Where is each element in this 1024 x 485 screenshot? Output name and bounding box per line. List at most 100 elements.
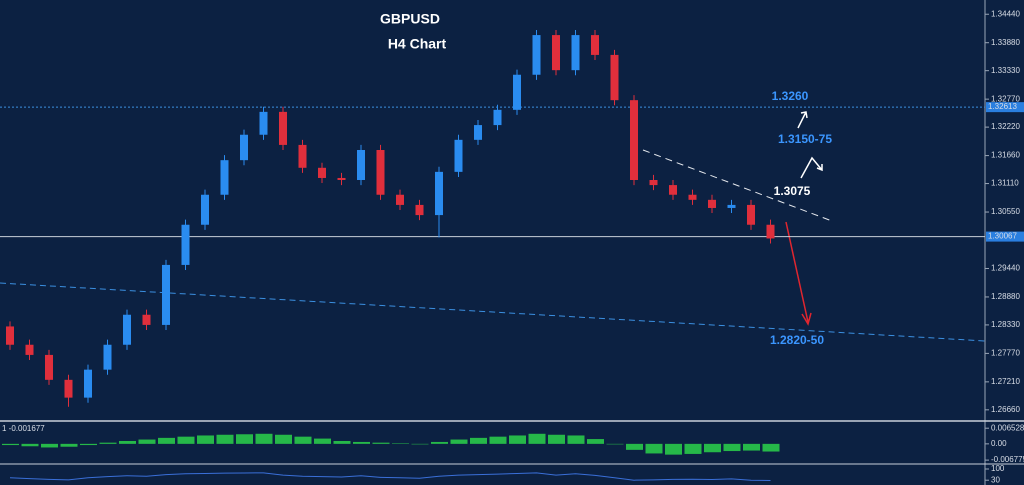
- histogram-bar: [528, 433, 546, 444]
- histogram-bar: [567, 435, 585, 444]
- candle-body: [259, 111, 268, 135]
- y-tick-label: 1.31660: [991, 151, 1020, 160]
- y-tick-label: 100: [991, 464, 1005, 473]
- histogram-bar: [80, 443, 97, 446]
- y-tick-label: 1.32770: [991, 94, 1020, 103]
- histogram-bar: [606, 443, 624, 445]
- y-tick-label: 1.31110: [991, 179, 1019, 188]
- histogram-bar: [21, 443, 39, 447]
- histogram-bar: [489, 436, 507, 444]
- candle-body: [591, 35, 599, 55]
- histogram-bar: [509, 435, 526, 444]
- candle-body: [727, 204, 736, 208]
- y-tick-label: 1.30550: [991, 207, 1020, 216]
- y-tick-label: 30: [991, 475, 1000, 484]
- candle-body: [181, 224, 190, 265]
- chart-subtitle: H4 Chart: [388, 36, 447, 52]
- trend-line: [642, 149, 833, 222]
- y-tick-label: 0.00: [991, 439, 1007, 448]
- candle-body: [357, 150, 365, 180]
- histogram-bar: [353, 441, 370, 444]
- candle-body: [415, 204, 424, 216]
- y-tick-label: 1.27770: [991, 348, 1020, 357]
- histogram-bar: [723, 443, 741, 452]
- candle-body: [688, 194, 697, 200]
- candle-body: [474, 125, 482, 140]
- candle-body: [571, 35, 580, 71]
- histogram-bar: [314, 438, 331, 444]
- histogram-bar: [431, 441, 448, 444]
- arrow: [800, 156, 823, 179]
- candle-body: [201, 194, 209, 225]
- histogram-bar: [704, 443, 721, 453]
- candle-body: [162, 264, 170, 325]
- candle-body: [279, 111, 287, 145]
- candle-body: [532, 35, 541, 75]
- candle-body: [123, 314, 131, 345]
- y-tick-label: 1.28880: [991, 292, 1020, 301]
- y-tick-label: 1.33330: [991, 66, 1020, 75]
- histogram-bar: [743, 443, 760, 451]
- price-tag-label: 1.30067: [988, 232, 1017, 241]
- candle-body: [376, 150, 385, 195]
- y-tick-label: 0.006528: [991, 423, 1024, 432]
- histogram-bar: [684, 443, 702, 454]
- arrow: [785, 221, 812, 326]
- histogram-bar: [255, 433, 273, 444]
- histogram-bar: [762, 443, 780, 452]
- candle-body: [337, 177, 346, 180]
- histogram-bar: [411, 443, 429, 445]
- arrow: [797, 111, 808, 129]
- histogram-bar: [99, 442, 117, 444]
- candle-body: [669, 185, 677, 195]
- histogram-bar: [60, 443, 78, 447]
- candle-body: [766, 224, 775, 239]
- histogram-bar: [645, 443, 663, 454]
- candle-body: [45, 354, 53, 380]
- candle-body: [103, 344, 112, 370]
- price-tag-label: 1.32613: [988, 102, 1017, 111]
- y-tick-label: 1.29440: [991, 264, 1020, 273]
- histogram-bar: [236, 434, 253, 444]
- histogram-bar: [275, 434, 292, 444]
- histogram-bar: [2, 443, 19, 446]
- candle-body: [493, 109, 502, 126]
- indicator-label: 1 -0.001677: [2, 424, 45, 433]
- candle-body: [454, 139, 463, 172]
- candle-body: [552, 35, 560, 71]
- histogram-bar: [333, 440, 351, 444]
- candle-body: [435, 171, 443, 216]
- annotation: 1.3260: [772, 89, 809, 103]
- candle-body: [240, 134, 248, 161]
- candle-body: [25, 344, 34, 355]
- histogram-bar: [548, 434, 565, 444]
- histogram-bar: [294, 436, 312, 444]
- histogram-bar: [626, 443, 643, 450]
- y-tick-label: 1.28330: [991, 320, 1020, 329]
- y-tick-label: 1.32220: [991, 122, 1020, 131]
- candle-body: [298, 144, 307, 168]
- indicator-line: [9, 472, 771, 482]
- y-tick-label: 1.33880: [991, 38, 1020, 47]
- candle-body: [220, 160, 229, 195]
- histogram-bar: [665, 443, 682, 455]
- candle-body: [747, 204, 755, 225]
- histogram-bar: [450, 439, 468, 444]
- chart-title: GBPUSD: [380, 11, 440, 27]
- candle-body: [649, 180, 658, 186]
- candle-body: [6, 326, 14, 345]
- candle-body: [610, 54, 619, 101]
- candle-body: [84, 369, 92, 398]
- candle-body: [396, 194, 404, 205]
- histogram-bar: [41, 443, 58, 448]
- price-tag: [986, 231, 1024, 242]
- y-tick-label: 1.34440: [991, 9, 1020, 18]
- histogram-bar: [587, 439, 604, 444]
- y-tick-label: -0.006775: [991, 455, 1024, 464]
- y-tick-label: 1.26660: [991, 405, 1020, 414]
- histogram-bar: [216, 434, 234, 444]
- histogram-bar: [372, 442, 390, 444]
- price-tag: [986, 102, 1024, 113]
- histogram-bar: [470, 437, 487, 444]
